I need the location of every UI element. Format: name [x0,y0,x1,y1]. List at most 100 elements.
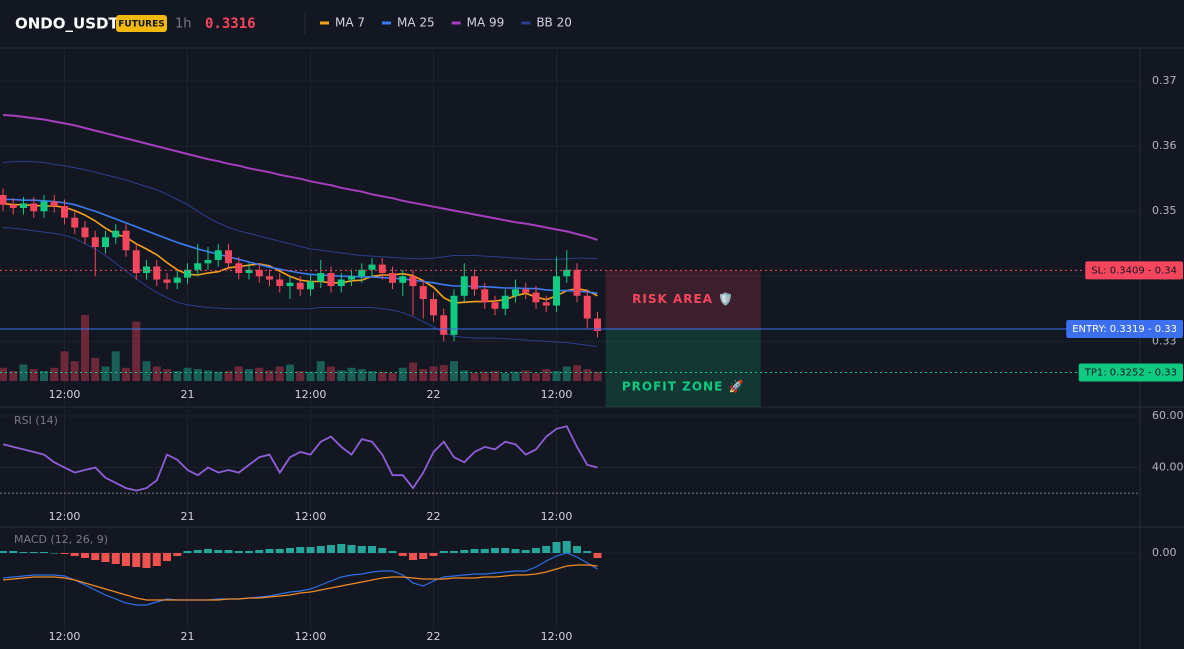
candle-body [9,204,17,208]
volume-bar [101,366,110,381]
x-tick-label: 12:00 [295,630,327,643]
histogram-bar [132,553,141,567]
bollinger-lower [2,227,598,347]
x-tick-label: 21 [181,388,195,401]
histogram-bar [173,553,182,556]
histogram-bar [521,550,530,553]
candle-body [40,201,48,212]
histogram-bar [409,553,417,560]
legend-label: BB 20 [536,16,572,30]
volume-bar [327,366,335,381]
histogram-bar [460,550,469,553]
candle-body [153,266,161,280]
candle-body [563,269,571,277]
candle-body [50,201,58,207]
last-price: 0.3316 [205,16,256,32]
histogram-bar [378,548,387,553]
legend-label: MA 25 [397,16,435,30]
candle-body [573,269,581,296]
candle-body [307,281,314,290]
volume-bar [193,369,202,381]
volume-bar [245,369,253,381]
volume-bar [439,365,448,381]
candle-body [317,273,325,282]
candle-body [553,276,560,306]
histogram-bar [234,551,243,553]
volume-bar [542,369,551,381]
histogram-bar [163,553,171,561]
volume-bar [562,366,571,381]
histogram-bar [562,541,571,553]
x-tick-label: 12:00 [49,388,81,401]
candle-body [235,263,243,274]
histogram-bar [60,553,69,554]
y-tick-label: 0.37 [1152,74,1177,87]
volume-bar [532,373,540,381]
x-tick-label: 12:00 [541,510,573,523]
zone-label: RISK AREA 🛡️ [632,292,734,306]
volume-bar [214,371,223,381]
candle-body [20,203,27,208]
candle-body [399,276,407,283]
histogram-bar [122,553,130,566]
x-tick-label: 22 [427,510,441,523]
volume-bar [204,370,212,381]
volume-bar [593,371,602,381]
histogram-bar [337,544,346,553]
histogram-bar [368,546,376,553]
candle-body [0,194,7,205]
histogram-bar [306,547,315,553]
candle-body [522,289,530,293]
histogram-bar [265,549,274,553]
volume-bar [142,361,151,381]
histogram-bar [429,553,438,556]
volume-bar [583,369,592,381]
volume-bar [111,351,120,381]
histogram-bar [388,551,397,553]
volume-bar [60,351,69,381]
candle-body [430,299,437,316]
candle-body [143,266,150,274]
histogram-bar [9,551,18,553]
volume-bar [552,371,561,381]
symbol[interactable]: ONDO_USDT [15,15,119,33]
candle-body [594,318,601,331]
candle-body [163,279,171,283]
x-tick-label: 12:00 [295,510,327,523]
volume-bar [501,373,510,381]
macd-line [2,552,598,606]
volume-bar [337,370,346,381]
pane-title: RSI (14) [14,414,58,427]
histogram-bar [142,553,151,568]
histogram-bar [532,548,540,553]
interval[interactable]: 1h [175,17,192,32]
candle-body [389,273,396,283]
candle-body [532,292,540,303]
histogram-bar [152,553,161,566]
candle-body [542,302,550,306]
histogram-bar [91,553,100,560]
volume-bar [81,315,89,381]
bollinger-upper [2,160,598,260]
histogram-bar [583,551,592,553]
x-tick-label: 21 [181,630,195,643]
volume-bar [357,369,366,381]
volume-bar [460,370,469,381]
candle-body [61,206,68,218]
zone [605,270,761,329]
legend-label: MA 99 [467,16,505,30]
candle-body [30,203,38,212]
candle-body [368,264,376,270]
candle-body [460,276,468,296]
volume-bar [173,371,182,381]
candle-body [296,282,304,290]
level-tag: TP1: 0.3252 - 0.33 [1084,368,1177,379]
candle-body [358,269,366,277]
y-tick-label: 0.35 [1152,204,1177,217]
volume-bar [347,367,356,381]
volume-bar [29,369,38,381]
x-tick-label: 12:00 [49,630,81,643]
histogram-bar [439,551,448,553]
candle-body [81,227,89,238]
volume-bar [40,371,48,381]
